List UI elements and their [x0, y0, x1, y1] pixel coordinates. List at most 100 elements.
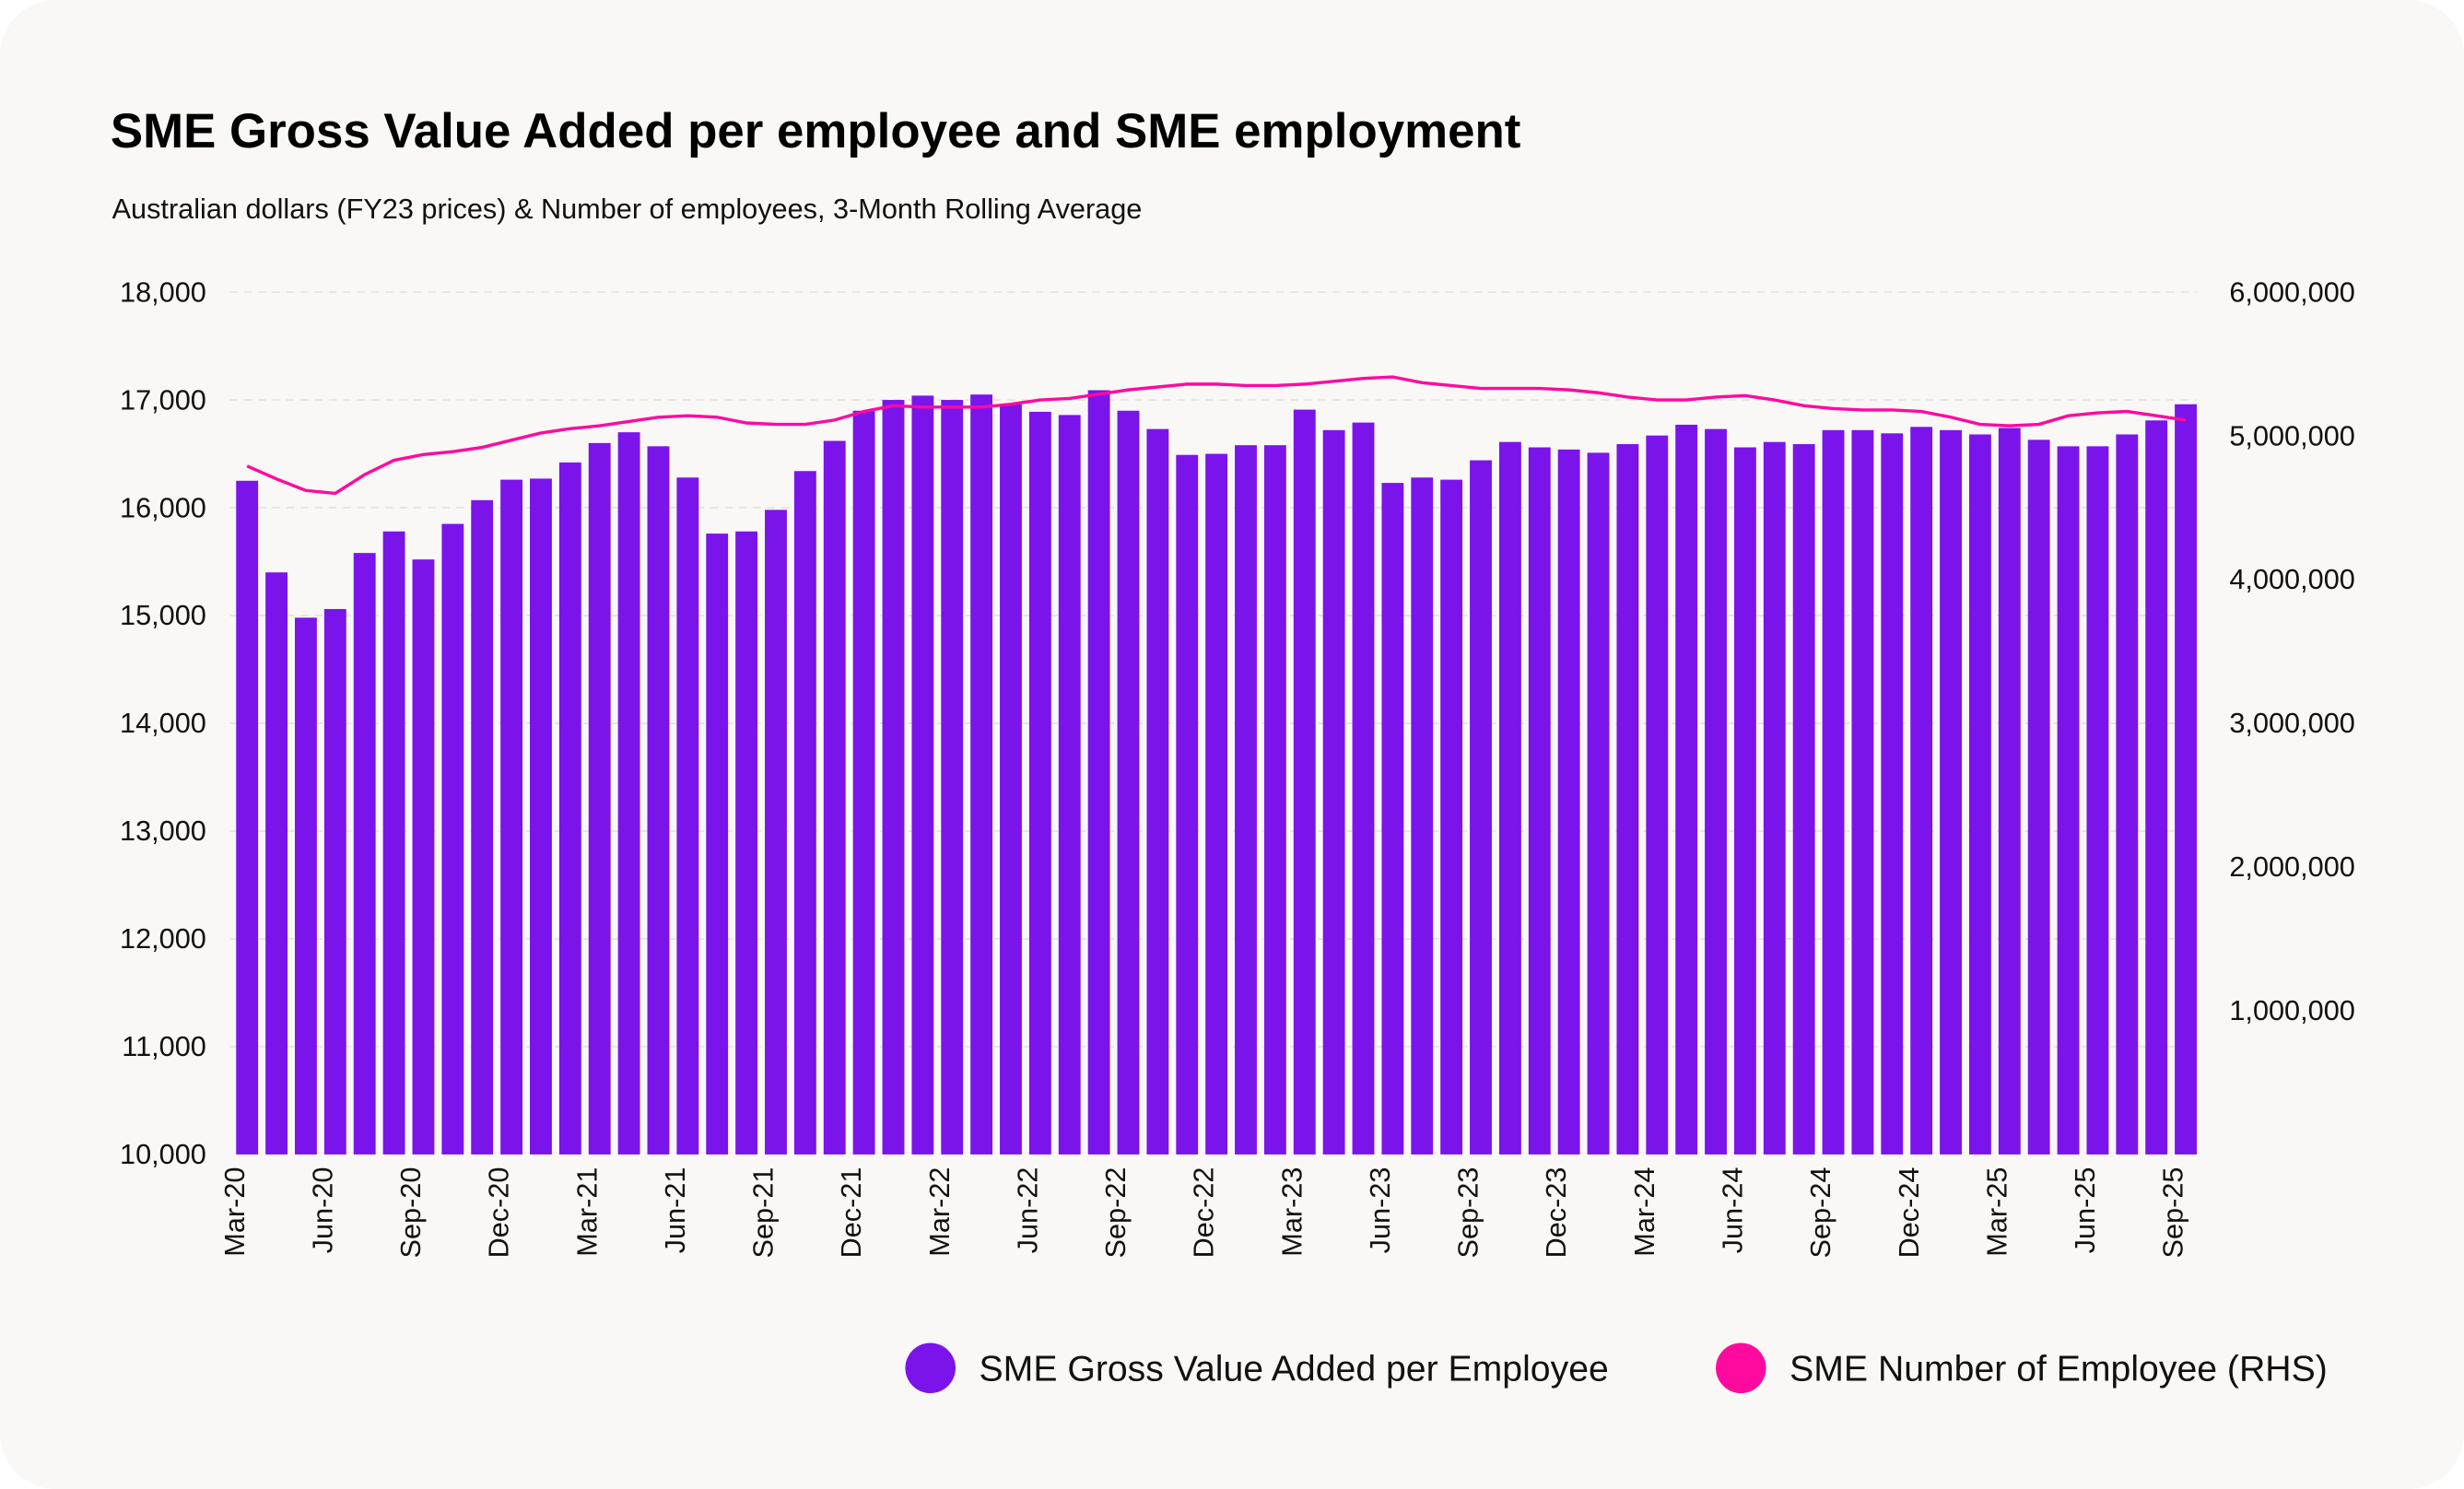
bar-Jul-21 [706, 533, 729, 1155]
x-axis: Mar-20 Jun-20 Sep-20 Dec-20 Mar-21 Jun-21 Sep-… [218, 1167, 2189, 1259]
bar-Jan-23 [1235, 445, 1257, 1155]
y-right-tick-label: 6,000,000 [2229, 276, 2354, 308]
bar-Oct-24 [1851, 429, 1874, 1155]
x-tick-label: Jun-24 [1716, 1167, 1748, 1254]
bar-Feb-21 [558, 462, 581, 1155]
x-tick-label: Mar-21 [570, 1167, 603, 1257]
bar-Apr-23 [1322, 429, 1345, 1155]
x-tick-label: Sep-21 [747, 1167, 780, 1259]
bar-Oct-20 [441, 523, 464, 1155]
x-tick-label: Sep-23 [1452, 1167, 1484, 1259]
legend-marker-bars [905, 1342, 956, 1394]
bar-Jun-22 [1028, 411, 1051, 1155]
bar-Oct-22 [1146, 428, 1169, 1155]
x-tick-label: Dec-20 [483, 1167, 515, 1259]
chart-subtitle: Australian dollars (FY23 prices) & Numbe… [112, 193, 1143, 225]
legend: SME Gross Value Added per Employee SME N… [905, 1342, 2328, 1394]
bar-Feb-22 [911, 395, 934, 1155]
bar-Jun-23 [1381, 483, 1404, 1155]
bar-Jun-25 [2086, 446, 2109, 1155]
y-left-tick-label: 18,000 [120, 276, 206, 308]
bar-Aug-21 [735, 531, 758, 1155]
x-tick-label: Mar-23 [1275, 1167, 1308, 1257]
bar-Mar-23 [1293, 409, 1316, 1155]
bar-Nov-24 [1881, 433, 1904, 1155]
bar-Mar-20 [236, 480, 259, 1155]
bar-Jun-20 [323, 608, 346, 1155]
line-series [246, 375, 2187, 496]
bar-series [236, 390, 2197, 1155]
bar-Apr-21 [617, 432, 640, 1155]
y-left-tick-label: 16,000 [120, 491, 206, 523]
employment-line [246, 375, 2187, 496]
bar-Sep-21 [765, 510, 787, 1155]
bar-Jul-23 [1411, 477, 1434, 1155]
bar-Apr-24 [1675, 424, 1698, 1155]
bar-Jan-22 [882, 400, 905, 1155]
bar-Oct-23 [1498, 441, 1521, 1155]
bar-Aug-20 [382, 531, 405, 1155]
bar-Dec-23 [1557, 449, 1580, 1155]
bar-Dec-20 [500, 479, 523, 1155]
x-tick-label: Mar-20 [218, 1167, 251, 1257]
bar-Nov-23 [1528, 447, 1551, 1155]
y-axis-right: 1,000,000 2,000,000 3,000,000 4,000,000 5,00… [2229, 276, 2354, 1026]
bar-Feb-23 [1263, 445, 1286, 1155]
bar-May-24 [1705, 428, 1727, 1155]
x-tick-label: Dec-24 [1893, 1167, 1925, 1259]
bar-Jul-24 [1763, 441, 1786, 1155]
bar-Jul-20 [353, 553, 376, 1155]
y-right-tick-label: 4,000,000 [2229, 563, 2354, 595]
chart-title: SME Gross Value Added per employee and S… [111, 104, 1520, 158]
bar-Mar-24 [1646, 435, 1669, 1155]
bar-Mar-25 [1998, 428, 2021, 1155]
x-tick-label: Jun-21 [659, 1167, 691, 1254]
x-tick-label: Jun-20 [306, 1167, 338, 1254]
bar-Sep-25 [2175, 404, 2197, 1155]
x-tick-label: Jun-22 [1011, 1167, 1043, 1254]
bar-Jan-25 [1940, 429, 1962, 1155]
bar-May-20 [295, 617, 317, 1155]
y-left-tick-label: 10,000 [120, 1138, 206, 1170]
bar-Aug-22 [1087, 390, 1110, 1155]
y-right-tick-label: 5,000,000 [2229, 419, 2354, 451]
bar-Jun-24 [1733, 447, 1756, 1155]
bar-Apr-20 [265, 572, 287, 1155]
x-tick-label: Sep-24 [1804, 1167, 1836, 1259]
bar-Aug-24 [1792, 444, 1815, 1155]
x-tick-label: Mar-24 [1628, 1167, 1660, 1257]
bar-Sep-20 [412, 559, 435, 1155]
y-left-tick-label: 15,000 [120, 599, 206, 631]
legend-label-line: SME Number of Employee (RHS) [1789, 1349, 2328, 1389]
bar-Apr-25 [2027, 440, 2050, 1155]
x-tick-label: Jun-25 [2069, 1167, 2101, 1254]
legend-label-bars: SME Gross Value Added per Employee [980, 1349, 1609, 1389]
bar-Feb-24 [1616, 444, 1639, 1155]
x-tick-label: Dec-23 [1540, 1167, 1572, 1259]
bar-Nov-20 [471, 499, 494, 1155]
bar-Dec-22 [1205, 453, 1228, 1155]
bar-Aug-23 [1440, 479, 1463, 1155]
bar-May-23 [1352, 422, 1375, 1155]
x-tick-label: Mar-25 [1980, 1167, 2012, 1257]
legend-marker-line [1716, 1342, 1766, 1394]
bar-Nov-22 [1176, 454, 1199, 1155]
bar-Sep-22 [1117, 410, 1140, 1155]
bar-Mar-22 [941, 400, 964, 1155]
bar-Sep-23 [1470, 460, 1492, 1155]
bar-Jul-25 [2116, 434, 2139, 1155]
y-left-tick-label: 12,000 [120, 922, 206, 955]
bar-Dec-21 [852, 410, 875, 1155]
y-left-tick-label: 17,000 [120, 383, 206, 416]
bar-Jan-21 [530, 478, 552, 1155]
x-tick-label: Mar-22 [923, 1167, 956, 1257]
x-tick-label: Jun-23 [1364, 1167, 1396, 1254]
bar-May-25 [2057, 446, 2080, 1155]
bar-Dec-24 [1910, 427, 1933, 1155]
bar-Jan-24 [1587, 452, 1610, 1155]
y-left-tick-label: 14,000 [120, 707, 206, 739]
bar-Aug-25 [2145, 420, 2168, 1155]
bar-Mar-21 [588, 442, 611, 1155]
y-axis-left: 10,000 11,000 12,000 13,000 14,000 15,000 16,0… [120, 276, 206, 1170]
